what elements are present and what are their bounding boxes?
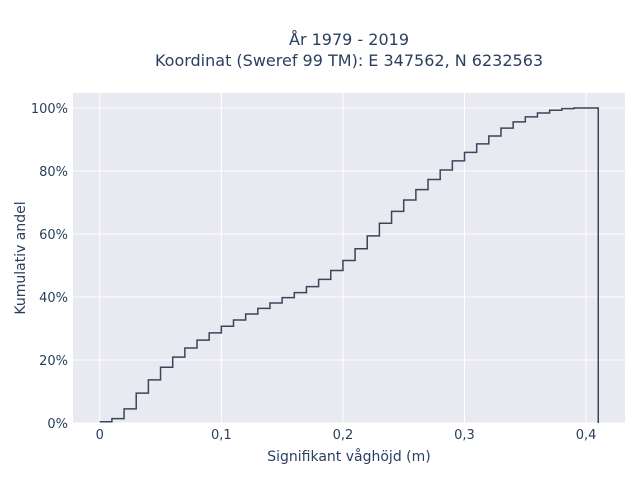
y-axis-label: Kumulativ andel bbox=[13, 201, 29, 314]
x-axis-label: Signifikant våghöjd (m) bbox=[267, 448, 430, 465]
y-tick-label: 80% bbox=[39, 165, 68, 180]
y-tick-label: 20% bbox=[39, 354, 68, 369]
x-tick-label: 0 bbox=[96, 428, 104, 443]
chart-title-line1: År 1979 - 2019 bbox=[289, 30, 409, 49]
plot-area bbox=[73, 93, 625, 423]
series-layer bbox=[99, 107, 599, 423]
grid bbox=[73, 93, 625, 424]
x-tick-label: 0,4 bbox=[576, 428, 597, 443]
y-tick-label: 0% bbox=[47, 417, 68, 432]
x-tick-label: 0,1 bbox=[211, 428, 232, 443]
y-tick-label: 100% bbox=[31, 102, 68, 117]
tick-labels: 0 0,1 0,2 0,3 0,4 0% 20% 40% 60% 80% 100% bbox=[31, 102, 597, 443]
x-tick-label: 0,2 bbox=[333, 428, 354, 443]
y-tick-label: 40% bbox=[39, 291, 68, 306]
y-tick-label: 60% bbox=[39, 228, 68, 243]
cdf-step-line bbox=[99, 107, 599, 423]
x-tick-label: 0,3 bbox=[454, 428, 475, 443]
chart-title-line2: Koordinat (Sweref 99 TM): E 347562, N 62… bbox=[155, 51, 543, 70]
